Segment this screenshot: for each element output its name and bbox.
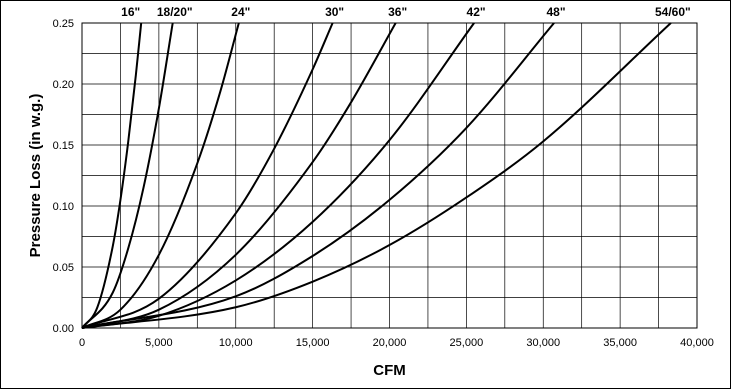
y-tick-label: 0.05 (53, 262, 74, 274)
curve-1 (81, 22, 143, 329)
curve-8 (81, 22, 672, 329)
x-tick-label: 15,000 (296, 337, 330, 349)
x-tick-label: 30,000 (526, 337, 560, 349)
curves (81, 22, 672, 329)
y-tick-label: 0.25 (53, 18, 74, 30)
x-axis-title: CFM (373, 362, 406, 379)
curve-4 (81, 22, 334, 329)
y-tick-label: 0.00 (53, 323, 74, 335)
curve-label: 24" (231, 5, 250, 19)
x-tick-label: 10,000 (219, 337, 253, 349)
x-tick-label: 25,000 (450, 337, 484, 349)
curve-5 (81, 22, 397, 329)
plot-border (81, 22, 698, 329)
x-tick-label: 0 (79, 337, 85, 349)
curve-label: 54/60" (655, 5, 691, 19)
curve-label: 42" (467, 5, 486, 19)
y-tick-label: 0.15 (53, 140, 74, 152)
curve-3 (81, 22, 240, 329)
curve-label: 16" (121, 5, 140, 19)
curve-label: 36" (388, 5, 407, 19)
curve-label: 30" (325, 5, 344, 19)
x-tick-label: 40,000 (680, 337, 714, 349)
x-tick-label: 20,000 (373, 337, 407, 349)
curve-7 (81, 22, 555, 329)
curve-2 (81, 22, 174, 329)
y-tick-label: 0.20 (53, 79, 74, 91)
grid-minor (81, 22, 698, 329)
x-tick-label: 5,000 (145, 337, 173, 349)
x-tick-label: 35,000 (603, 337, 637, 349)
y-tick-label: 0.10 (53, 201, 74, 213)
curve-labels: 16" 18/20" 24" 30" 36" 42" 48" 54/60" (121, 5, 691, 19)
curve-label: 48" (546, 5, 565, 19)
curve-label: 18/20" (157, 5, 193, 19)
x-tick-labels: 0 5,000 10,000 15,000 20,000 25,000 30,000 35,0… (79, 337, 714, 349)
y-tick-labels: 0.00 0.05 0.10 0.15 0.20 0.25 (53, 18, 74, 335)
y-axis-title: Pressure Loss (in w.g.) (27, 94, 44, 258)
